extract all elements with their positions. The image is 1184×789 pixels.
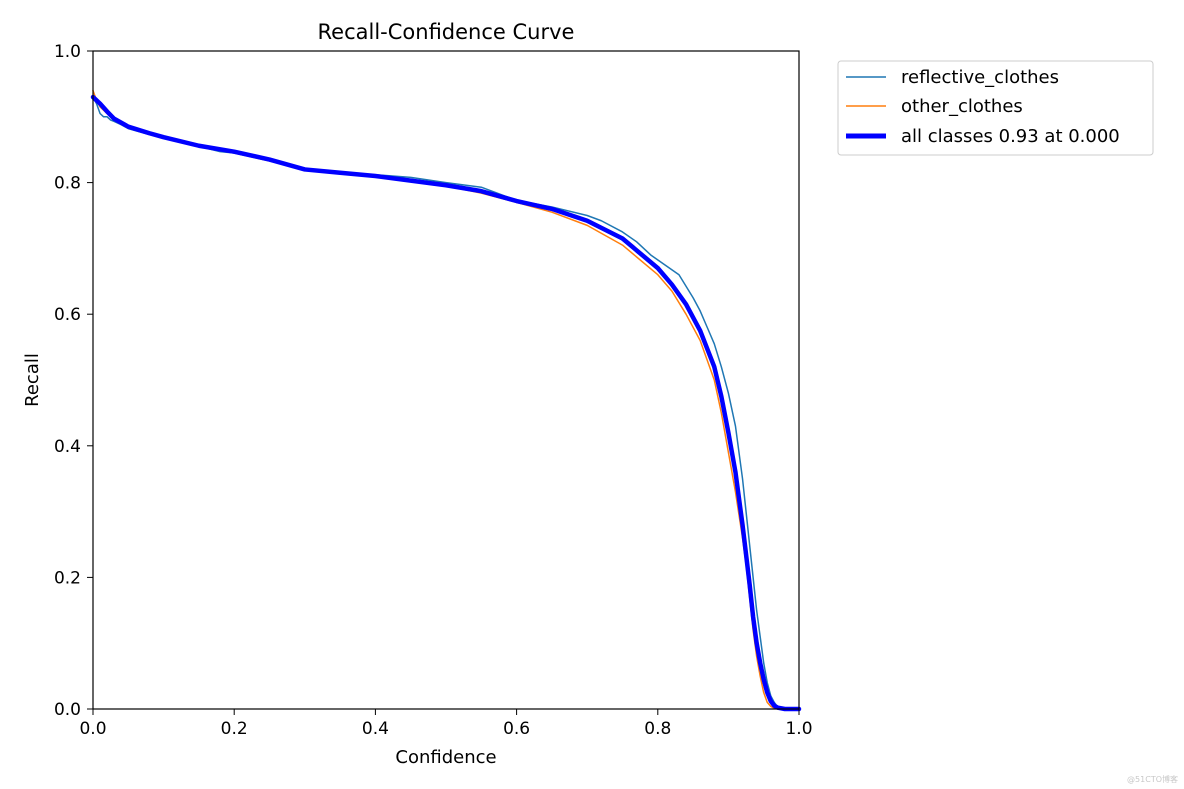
y-tick-label: 0.4 [54, 437, 81, 457]
legend: reflective_clothes other_clothes all cla… [837, 60, 1154, 156]
x-tick-label: 0.0 [79, 719, 106, 739]
legend-label-all-classes: all classes 0.93 at 0.000 [901, 126, 1120, 147]
legend-label-other-clothes: other_clothes [901, 96, 1023, 117]
watermark: @51CTO博客 [1127, 775, 1178, 784]
x-tick-label: 1.0 [785, 719, 812, 739]
series-line-reflective-clothes [92, 96, 800, 710]
x-axis-label: Confidence [395, 747, 496, 768]
y-axis: 0.0 0.2 0.4 0.6 0.8 1.0 [54, 42, 93, 720]
chart-title: Recall-Confidence Curve [318, 20, 575, 44]
legend-label-reflective-clothes: reflective_clothes [901, 67, 1059, 88]
y-tick-label: 1.0 [54, 42, 81, 62]
y-tick-label: 0.6 [54, 305, 81, 325]
series-line-all-classes-0-93-at-0-000 [90, 94, 802, 712]
plot-frame [92, 50, 800, 710]
x-tick-label: 0.4 [362, 719, 389, 739]
x-tick-label: 0.2 [221, 719, 248, 739]
y-tick-label: 0.2 [54, 568, 81, 588]
series-layer [90, 89, 802, 712]
y-tick-label: 0.0 [54, 700, 81, 720]
y-axis-label: Recall [22, 353, 43, 407]
x-tick-label: 0.8 [644, 719, 671, 739]
legend-box [837, 60, 1154, 156]
x-tick-label: 0.6 [503, 719, 530, 739]
y-tick-label: 0.8 [54, 174, 81, 194]
x-axis: 0.0 0.2 0.4 0.6 0.8 1.0 [79, 709, 813, 739]
